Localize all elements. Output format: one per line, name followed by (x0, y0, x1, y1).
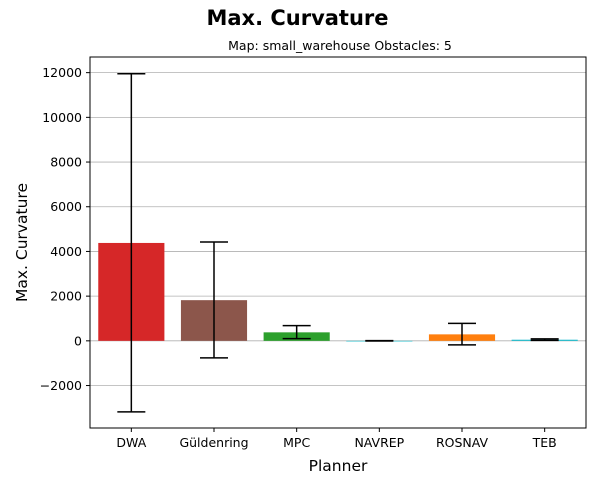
y-tick-label: −2000 (40, 378, 82, 393)
y-tick-label: 10000 (42, 110, 82, 125)
chart-title: Max. Curvature (206, 6, 389, 30)
y-tick-label: 0 (74, 333, 82, 348)
chart-subtitle: Map: small_warehouse Obstacles: 5 (228, 38, 452, 53)
grid-lines (90, 72, 586, 386)
plot-frame (89, 56, 587, 429)
x-tick-label: MPC (283, 435, 310, 450)
y-tick-label: 6000 (50, 199, 82, 214)
y-tick-label: 2000 (50, 289, 82, 304)
y-axis-ticks: −2000 0 2000 4000 6000 8000 10000 12000 (40, 65, 90, 393)
y-tick-label: 8000 (50, 155, 82, 170)
x-axis-ticks: DWA Güldenring MPC NAVREP ROSNAV TEB (116, 428, 557, 450)
x-tick-label: DWA (116, 435, 146, 450)
x-tick-label: TEB (532, 435, 557, 450)
x-tick-label: NAVREP (354, 435, 404, 450)
y-axis-label: Max. Curvature (13, 183, 31, 302)
x-tick-label: Güldenring (179, 435, 248, 450)
bars (98, 242, 578, 342)
y-tick-label: 4000 (50, 244, 82, 259)
y-tick-label: 12000 (42, 65, 82, 80)
x-axis-label: Planner (309, 457, 368, 475)
error-bars (117, 73, 559, 413)
x-tick-label: ROSNAV (436, 435, 489, 450)
